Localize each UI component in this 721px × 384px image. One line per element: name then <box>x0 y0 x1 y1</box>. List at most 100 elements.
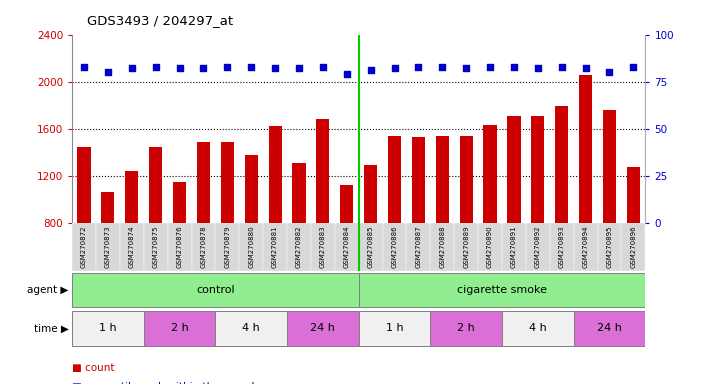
Bar <box>622 223 645 271</box>
Bar <box>72 223 96 271</box>
Point <box>485 63 496 70</box>
Point <box>293 65 305 71</box>
Point <box>461 65 472 71</box>
Text: GSM270895: GSM270895 <box>606 225 612 268</box>
Point <box>150 63 162 70</box>
Text: GSM270874: GSM270874 <box>129 225 135 268</box>
Point <box>102 69 114 75</box>
Text: GSM270876: GSM270876 <box>177 225 182 268</box>
Point <box>556 63 567 70</box>
Point <box>126 65 138 71</box>
Bar <box>502 223 526 271</box>
Bar <box>364 165 377 223</box>
Text: GSM270872: GSM270872 <box>81 225 87 268</box>
Point <box>79 63 90 70</box>
Bar <box>293 163 306 223</box>
Point <box>580 65 591 71</box>
Text: time ▶: time ▶ <box>34 323 68 333</box>
Bar <box>531 116 544 223</box>
Text: GSM270892: GSM270892 <box>535 225 541 268</box>
Bar <box>72 311 143 346</box>
Bar <box>430 311 502 346</box>
Bar <box>311 223 335 271</box>
Point <box>436 63 448 70</box>
Bar <box>579 74 592 223</box>
Bar <box>358 273 645 307</box>
Bar <box>484 125 497 223</box>
Bar <box>549 223 574 271</box>
Bar <box>268 126 282 223</box>
Text: GSM270887: GSM270887 <box>415 225 421 268</box>
Text: GDS3493 / 204297_at: GDS3493 / 204297_at <box>87 14 233 27</box>
Bar <box>435 136 449 223</box>
Text: 24 h: 24 h <box>597 323 622 333</box>
Bar <box>358 311 430 346</box>
Bar <box>459 136 473 223</box>
Text: 24 h: 24 h <box>311 323 335 333</box>
Point <box>365 67 376 73</box>
Point <box>627 63 639 70</box>
Bar <box>167 223 192 271</box>
Text: GSM270883: GSM270883 <box>320 225 326 268</box>
Bar <box>526 223 549 271</box>
Bar <box>287 223 311 271</box>
Bar <box>598 223 622 271</box>
Bar <box>508 116 521 223</box>
Bar <box>358 223 383 271</box>
Bar <box>72 273 359 307</box>
Point <box>245 63 257 70</box>
Text: 1 h: 1 h <box>386 323 403 333</box>
Point <box>317 63 329 70</box>
Bar <box>412 137 425 223</box>
Bar <box>454 223 478 271</box>
Text: GSM270894: GSM270894 <box>583 225 588 268</box>
Text: GSM270886: GSM270886 <box>392 225 397 268</box>
Text: ■ percentile rank within the sample: ■ percentile rank within the sample <box>72 382 261 384</box>
Bar <box>287 311 359 346</box>
Bar <box>244 154 258 223</box>
Bar <box>192 223 216 271</box>
Point <box>270 65 281 71</box>
Text: cigarette smoke: cigarette smoke <box>457 285 547 295</box>
Point <box>412 63 424 70</box>
Point <box>603 69 615 75</box>
Text: GSM270879: GSM270879 <box>224 225 230 268</box>
Bar <box>149 147 162 223</box>
Bar <box>216 311 287 346</box>
Point <box>341 71 353 77</box>
Text: GSM270875: GSM270875 <box>153 225 159 268</box>
Bar <box>96 223 120 271</box>
Text: ■ count: ■ count <box>72 363 115 373</box>
Point <box>221 63 233 70</box>
Bar <box>407 223 430 271</box>
Text: GSM270885: GSM270885 <box>368 225 373 268</box>
Text: GSM270896: GSM270896 <box>630 225 637 268</box>
Bar <box>478 223 502 271</box>
Bar <box>383 223 407 271</box>
Bar <box>335 223 359 271</box>
Point <box>389 65 400 71</box>
Bar <box>603 110 616 223</box>
Text: GSM270893: GSM270893 <box>559 225 565 268</box>
Bar <box>197 142 210 223</box>
Text: GSM270873: GSM270873 <box>105 225 111 268</box>
Text: GSM270881: GSM270881 <box>272 225 278 268</box>
Text: GSM270888: GSM270888 <box>439 225 446 268</box>
Text: GSM270890: GSM270890 <box>487 225 493 268</box>
Bar <box>125 171 138 223</box>
Bar <box>120 223 143 271</box>
Bar <box>216 223 239 271</box>
Bar <box>102 192 115 223</box>
Text: 1 h: 1 h <box>99 323 117 333</box>
Text: 4 h: 4 h <box>242 323 260 333</box>
Bar <box>317 119 329 223</box>
Bar <box>143 311 216 346</box>
Text: 2 h: 2 h <box>171 323 188 333</box>
Bar <box>77 147 91 223</box>
Bar <box>430 223 454 271</box>
Text: GSM270878: GSM270878 <box>200 225 206 268</box>
Text: GSM270884: GSM270884 <box>344 225 350 268</box>
Text: control: control <box>196 285 235 295</box>
Text: GSM270889: GSM270889 <box>463 225 469 268</box>
Bar <box>263 223 287 271</box>
